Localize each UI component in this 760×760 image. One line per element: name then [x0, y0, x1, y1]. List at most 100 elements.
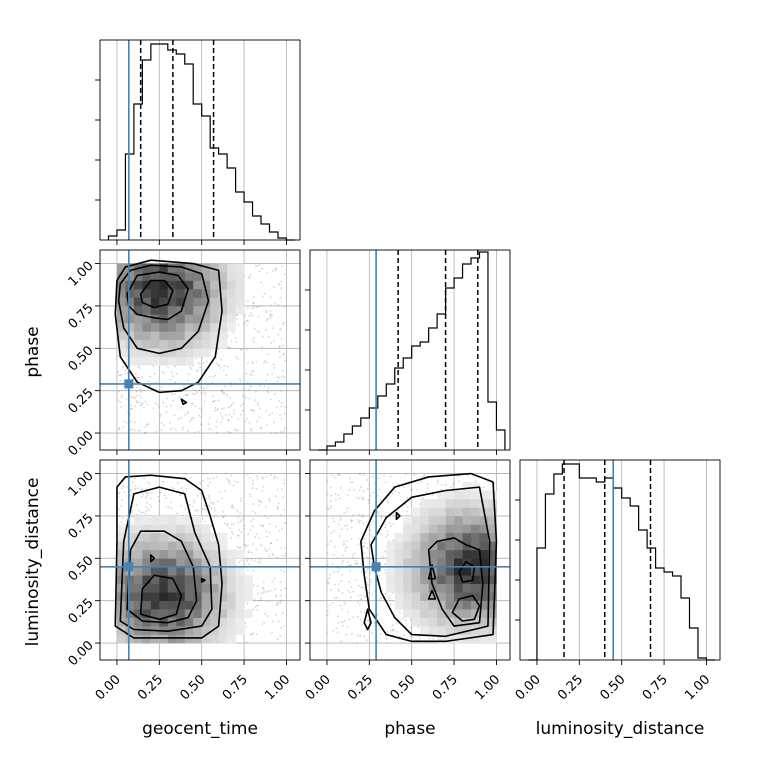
sample-point: [172, 487, 175, 490]
sample-point: [384, 550, 386, 553]
sample-point: [493, 482, 496, 485]
x-axis-label-luminosity-distance: luminosity_distance: [536, 719, 705, 739]
sample-point: [202, 362, 205, 364]
sample-point: [386, 642, 389, 644]
sample-point: [378, 488, 381, 491]
density-cell: [210, 272, 219, 281]
density-cell: [116, 524, 126, 534]
density-cell: [487, 532, 497, 542]
density-cell: [420, 626, 429, 635]
density-cell: [437, 549, 446, 559]
density-cell: [454, 498, 463, 508]
sample-point: [337, 615, 339, 618]
density-cell: [116, 634, 126, 644]
sample-point: [198, 362, 201, 365]
density-cell: [428, 609, 438, 618]
density-cell: [445, 566, 455, 576]
sample-point: [135, 390, 138, 393]
sample-point: [330, 532, 333, 535]
sample-point: [255, 390, 257, 393]
sample-point: [391, 629, 393, 632]
sample-point: [216, 500, 219, 503]
sample-point: [145, 491, 147, 494]
sample-point: [338, 473, 340, 476]
sample-point: [232, 402, 235, 404]
sample-point: [352, 590, 355, 593]
joint-geocent_time-phase-density: [114, 259, 287, 434]
sample-point: [158, 406, 161, 409]
sample-point: [190, 476, 192, 479]
density-cell: [159, 297, 169, 307]
density-cell: [201, 263, 211, 273]
density-cell: [210, 305, 219, 315]
sample-point: [147, 380, 150, 383]
sample-point: [366, 639, 369, 642]
sample-point: [185, 393, 188, 396]
density-cell: [218, 592, 228, 601]
sample-point: [244, 622, 247, 624]
sample-point: [264, 506, 267, 509]
sample-point: [423, 475, 426, 478]
sample-point: [242, 402, 245, 405]
sample-point: [284, 547, 287, 549]
density-cell: [133, 549, 143, 559]
sample-point: [129, 495, 131, 497]
y-axis-label-phase: phase: [23, 326, 43, 377]
density-cell: [411, 617, 421, 627]
sample-point: [176, 512, 178, 515]
sample-point: [196, 494, 199, 497]
sample-point: [361, 541, 364, 544]
sample-point: [209, 481, 211, 484]
sample-point: [269, 589, 272, 592]
density-cell: [184, 339, 194, 349]
sample-point: [282, 496, 285, 499]
sample-point: [268, 548, 271, 551]
density-cell: [210, 626, 219, 635]
sample-point: [263, 589, 266, 592]
sample-point: [180, 486, 183, 489]
sample-point: [426, 483, 429, 486]
sample-point: [254, 536, 257, 539]
sample-point: [230, 340, 233, 342]
density-cell: [201, 626, 211, 635]
sample-point: [258, 504, 261, 507]
sample-point: [146, 501, 148, 504]
density-cell: [244, 575, 253, 585]
sample-point: [260, 543, 262, 546]
sample-point: [253, 341, 256, 344]
contour-level: [150, 554, 156, 563]
sample-point: [143, 406, 145, 409]
sample-point: [259, 384, 261, 387]
density-cell: [210, 331, 219, 341]
density-cell: [445, 507, 455, 517]
sample-point: [233, 522, 235, 525]
sample-point: [186, 430, 189, 432]
sample-point: [162, 372, 165, 375]
sample-point: [253, 296, 255, 299]
sample-point: [388, 597, 390, 599]
sample-point: [457, 480, 460, 483]
sample-point: [357, 595, 360, 597]
sample-point: [135, 503, 138, 506]
sample-point: [175, 372, 178, 375]
sample-point: [267, 335, 270, 338]
sample-point: [281, 527, 283, 530]
density-cell: [184, 524, 194, 534]
sample-point: [147, 423, 149, 426]
sample-point: [285, 552, 287, 555]
sample-point: [144, 512, 147, 515]
sample-point: [363, 635, 365, 638]
density-cell: [125, 297, 135, 307]
density-cell: [437, 592, 446, 601]
sample-point: [266, 373, 269, 376]
sample-point: [280, 287, 283, 290]
sample-point: [259, 304, 262, 307]
sample-point: [353, 488, 355, 491]
density-cell: [471, 532, 480, 542]
density-cell: [133, 280, 143, 290]
sample-point: [251, 361, 254, 363]
density-cell: [176, 348, 186, 358]
sample-point: [180, 416, 183, 419]
density-cell: [403, 515, 412, 525]
sample-point: [252, 608, 255, 611]
